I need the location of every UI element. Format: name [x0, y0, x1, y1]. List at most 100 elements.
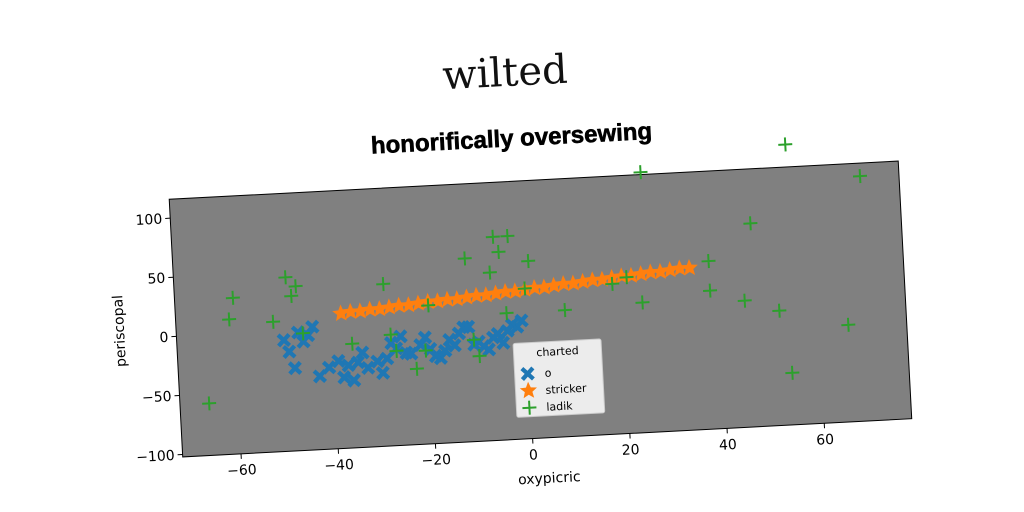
data-point — [500, 229, 515, 244]
x-tick-label: 0 — [529, 447, 539, 463]
legend-title: charted — [536, 344, 579, 359]
x-axis-label: oxypicric — [518, 469, 581, 488]
data-point — [574, 272, 592, 290]
y-tick-label: −50 — [142, 389, 172, 407]
data-point — [737, 293, 752, 308]
data-point — [383, 327, 398, 342]
data-point — [438, 290, 456, 308]
data-point — [346, 373, 362, 388]
data-point — [290, 325, 306, 340]
data-point — [421, 298, 436, 313]
data-point — [351, 302, 369, 319]
data-point — [355, 345, 370, 360]
data-point — [345, 336, 360, 351]
data-point — [457, 251, 472, 266]
data-point — [485, 229, 500, 244]
series-ladik — [202, 137, 868, 411]
data-point — [284, 288, 299, 304]
data-point — [350, 355, 366, 370]
data-point — [482, 265, 497, 280]
data-point — [564, 274, 582, 292]
scatter-chart: honorifically oversewing −60 −40 −20 0 20 40 6… — [110, 118, 913, 488]
data-point — [399, 296, 418, 313]
x-tick-label: 40 — [719, 437, 738, 454]
data-point — [499, 306, 514, 321]
data-point — [671, 259, 689, 277]
data-point — [390, 296, 408, 314]
legend-label: stricker — [545, 382, 587, 397]
data-point — [418, 343, 433, 358]
y-axis: −100 −50 0 50 100 — [135, 212, 183, 466]
x-tick-label: 20 — [621, 442, 640, 459]
data-point — [370, 300, 389, 317]
data-point — [557, 303, 572, 318]
data-point — [701, 254, 716, 269]
data-point — [376, 277, 391, 292]
data-point — [661, 261, 679, 278]
data-point — [337, 370, 352, 385]
data-point — [680, 259, 698, 276]
x-axis: −60 −40 −20 0 20 40 60 — [227, 423, 835, 480]
data-point — [341, 302, 360, 320]
y-tick-label: 100 — [135, 212, 163, 229]
data-point — [467, 286, 485, 304]
data-point — [266, 314, 281, 329]
data-point — [389, 343, 404, 358]
data-points — [202, 137, 868, 411]
data-point — [379, 351, 395, 366]
data-point — [514, 313, 529, 328]
data-point — [409, 294, 427, 312]
data-point — [593, 270, 611, 288]
data-point — [785, 365, 800, 380]
data-point — [622, 266, 640, 284]
data-point — [305, 319, 320, 335]
data-point — [321, 360, 337, 375]
legend-label: ladik — [546, 399, 573, 413]
data-point — [772, 303, 787, 318]
data-point — [417, 330, 433, 345]
data-point — [496, 282, 514, 300]
data-point — [361, 300, 379, 318]
data-point — [852, 169, 868, 184]
y-tick-label: −100 — [136, 448, 175, 466]
data-point — [841, 317, 856, 332]
data-point — [331, 353, 346, 369]
data-point — [641, 263, 660, 280]
data-point — [545, 276, 563, 294]
data-point — [461, 319, 476, 335]
data-point — [583, 271, 601, 288]
data-point — [276, 333, 292, 348]
data-point — [651, 262, 669, 280]
series-stricker — [332, 259, 698, 322]
data-point — [370, 354, 385, 369]
data-point — [448, 290, 466, 307]
legend-box — [512, 338, 606, 418]
legend: charted o stricker ladik — [512, 338, 606, 418]
data-point — [535, 278, 553, 296]
data-point — [605, 276, 620, 291]
data-point — [409, 361, 424, 376]
series-o — [276, 313, 529, 388]
data-point — [278, 270, 293, 285]
data-point — [481, 342, 497, 357]
data-point — [287, 360, 303, 376]
data-point — [332, 304, 350, 322]
data-point — [554, 275, 572, 292]
data-point — [393, 329, 408, 344]
data-point — [525, 278, 543, 296]
data-point — [296, 334, 311, 349]
data-point — [490, 326, 506, 341]
legend-marker — [519, 381, 537, 399]
x-tick-label: 60 — [816, 432, 835, 449]
data-point — [222, 312, 237, 327]
data-point — [288, 279, 303, 294]
data-point — [477, 286, 495, 303]
legend-label: o — [544, 366, 552, 379]
data-point — [472, 348, 487, 364]
data-point — [295, 326, 310, 341]
data-point — [633, 165, 648, 180]
x-tick-label: −40 — [324, 457, 354, 475]
data-point — [375, 365, 391, 381]
data-point — [703, 283, 718, 298]
data-point — [437, 343, 453, 358]
